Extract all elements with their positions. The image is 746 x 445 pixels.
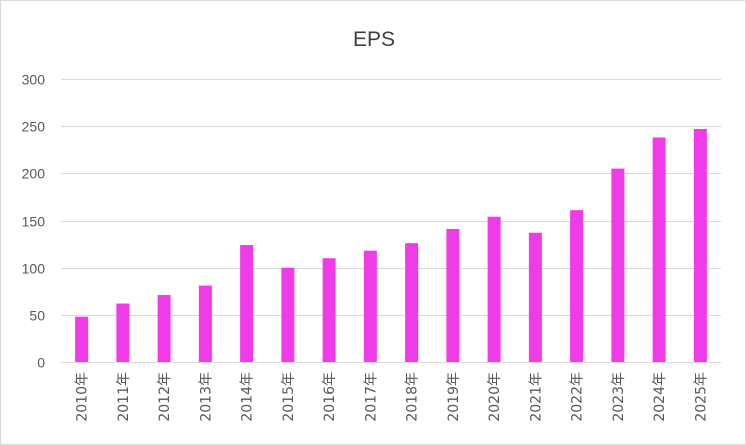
y-tick-label: 0 <box>37 355 45 371</box>
bar-2010年 <box>75 316 89 362</box>
bar-2021年 <box>528 232 542 362</box>
x-tick-label: 2013年 <box>198 372 214 422</box>
x-tick-label: 2010年 <box>75 372 91 422</box>
x-tick-label: 2022年 <box>570 372 586 422</box>
bar-2018年 <box>405 243 419 362</box>
bar-2017年 <box>363 250 377 362</box>
x-tick-label: 2023年 <box>611 372 627 422</box>
bar-2019年 <box>446 228 460 362</box>
bar-2016年 <box>322 258 336 362</box>
bar-2015年 <box>281 267 295 362</box>
bar-2013年 <box>198 285 212 362</box>
gridlines <box>61 79 721 363</box>
bar-2011年 <box>116 303 130 362</box>
x-tick-label: 2015年 <box>281 372 297 422</box>
bar-2012年 <box>157 295 171 362</box>
bar-2023年 <box>611 168 625 362</box>
x-tick-label: 2021年 <box>528 372 544 422</box>
x-axis-ticks: 2010年 2011年 2012年 2013年 2014年 2015年 2016年 2017年… <box>75 372 710 422</box>
bars <box>75 128 707 362</box>
y-tick-label: 50 <box>29 308 45 324</box>
x-tick-label: 2017年 <box>363 372 379 422</box>
bar-2020年 <box>487 216 501 362</box>
bar-2022年 <box>570 210 584 362</box>
x-tick-label: 2020年 <box>487 372 503 422</box>
bar-2014年 <box>240 245 254 362</box>
bar-2025年 <box>693 128 707 362</box>
x-tick-label: 2025年 <box>693 372 709 422</box>
x-tick-label: 2016年 <box>322 372 338 422</box>
x-tick-label: 2024年 <box>652 372 668 422</box>
x-tick-label: 2018年 <box>405 372 421 422</box>
chart-title: EPS <box>353 28 395 51</box>
y-tick-label: 150 <box>22 214 46 230</box>
x-tick-label: 2014年 <box>240 372 256 422</box>
y-tick-label: 200 <box>22 166 46 182</box>
x-tick-label: 2011年 <box>116 372 132 422</box>
y-tick-label: 250 <box>22 119 46 135</box>
x-tick-label: 2019年 <box>446 372 462 422</box>
y-tick-label: 100 <box>22 261 46 277</box>
y-tick-label: 300 <box>22 72 46 88</box>
bar-2024年 <box>652 137 666 362</box>
y-axis-ticks: 0 50 100 150 200 250 300 <box>22 72 46 371</box>
x-tick-label: 2012年 <box>157 372 173 422</box>
